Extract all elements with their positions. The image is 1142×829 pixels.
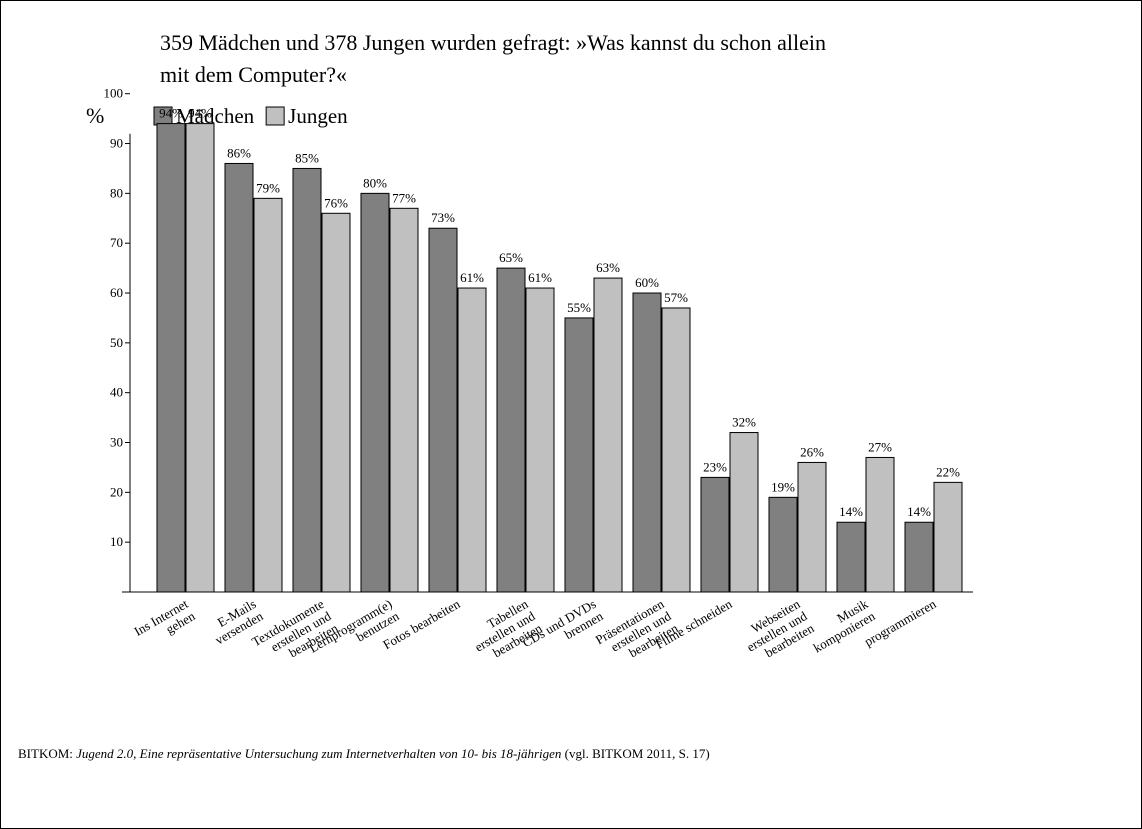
bar bbox=[360, 192, 390, 593]
y-tick-label: 90 bbox=[110, 136, 123, 151]
y-tick-label: 10 bbox=[110, 534, 123, 549]
y-tick-label: 80 bbox=[110, 185, 123, 200]
bar bbox=[457, 287, 487, 593]
bar bbox=[865, 456, 895, 593]
value-label: 14% bbox=[839, 504, 863, 519]
value-label: 55% bbox=[567, 300, 591, 315]
bar bbox=[593, 277, 623, 593]
value-label: 73% bbox=[431, 210, 455, 225]
y-axis-label: % bbox=[86, 103, 104, 128]
value-label: 60% bbox=[635, 275, 659, 290]
bar bbox=[496, 267, 526, 593]
y-tick-label: 50 bbox=[110, 335, 123, 350]
value-label: 94% bbox=[159, 106, 183, 121]
bar bbox=[156, 123, 186, 593]
source: BITKOM: Jugend 2.0, Eine repräsentative … bbox=[18, 736, 1128, 771]
y-tick-label: 20 bbox=[110, 484, 123, 499]
y-tick-label: 40 bbox=[110, 385, 123, 400]
value-label: 23% bbox=[703, 459, 727, 474]
value-label: 61% bbox=[528, 270, 552, 285]
bar bbox=[632, 292, 662, 593]
bar bbox=[389, 207, 419, 593]
bar bbox=[292, 167, 322, 593]
value-label: 32% bbox=[732, 415, 756, 430]
value-label: 76% bbox=[324, 195, 348, 210]
value-label: 63% bbox=[596, 260, 620, 275]
value-label: 80% bbox=[363, 175, 387, 190]
bar bbox=[321, 212, 351, 593]
source-suffix: (vgl. BITKOM 2011, S. 17) bbox=[564, 746, 710, 761]
value-label: 77% bbox=[392, 190, 416, 205]
value-label: 19% bbox=[771, 479, 795, 494]
value-label: 14% bbox=[907, 504, 931, 519]
value-label: 94% bbox=[188, 106, 212, 121]
y-tick-label: 30 bbox=[110, 435, 123, 450]
y-tick-label: 60 bbox=[110, 285, 123, 300]
bar bbox=[428, 227, 458, 593]
bar bbox=[224, 162, 254, 593]
value-label: 26% bbox=[800, 444, 824, 459]
y-tick-label: 70 bbox=[110, 235, 123, 250]
value-label: 79% bbox=[256, 180, 280, 195]
bar bbox=[836, 521, 866, 593]
bar bbox=[933, 481, 963, 593]
y-tick-label: 100 bbox=[104, 86, 124, 101]
value-label: 85% bbox=[295, 150, 319, 165]
value-label: 57% bbox=[664, 290, 688, 305]
value-label: 65% bbox=[499, 250, 523, 265]
legend-swatch bbox=[265, 106, 285, 126]
bar bbox=[661, 307, 691, 593]
legend-label: Jungen bbox=[288, 104, 348, 128]
bar bbox=[729, 432, 759, 593]
value-label: 22% bbox=[936, 464, 960, 479]
bar bbox=[185, 123, 215, 593]
bar bbox=[700, 476, 730, 593]
value-label: 61% bbox=[460, 270, 484, 285]
chart-title: mit dem Computer?« bbox=[160, 62, 347, 87]
value-label: 86% bbox=[227, 145, 251, 160]
bar bbox=[797, 461, 827, 593]
source-prefix: BITKOM: bbox=[18, 746, 73, 761]
bar bbox=[253, 197, 283, 593]
bar bbox=[525, 287, 555, 593]
bar bbox=[564, 317, 594, 593]
value-label: 27% bbox=[868, 439, 892, 454]
bar bbox=[904, 521, 934, 593]
chart-title: 359 Mädchen und 378 Jungen wurden gefrag… bbox=[160, 30, 826, 55]
bar bbox=[768, 496, 798, 593]
source-title: Jugend 2.0, Eine repräsentative Untersuc… bbox=[76, 746, 562, 761]
